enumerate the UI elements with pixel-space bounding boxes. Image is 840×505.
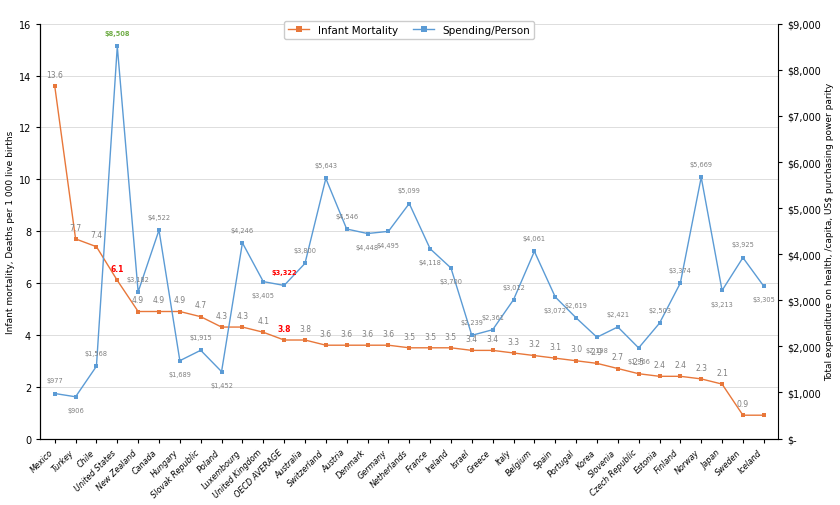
- Text: $3,213: $3,213: [711, 301, 733, 307]
- Text: $977: $977: [46, 378, 63, 384]
- Text: 13.6: 13.6: [46, 71, 63, 80]
- Text: 6.1: 6.1: [111, 265, 124, 274]
- Text: 2.3: 2.3: [696, 363, 707, 372]
- Text: $3,305: $3,305: [753, 297, 775, 303]
- Text: $3,072: $3,072: [543, 308, 567, 314]
- Text: 4.9: 4.9: [174, 295, 186, 305]
- Text: 2.7: 2.7: [612, 352, 624, 362]
- Text: 4.1: 4.1: [257, 316, 270, 325]
- Text: 3.4: 3.4: [465, 334, 478, 343]
- Text: $4,246: $4,246: [231, 227, 254, 233]
- Text: 7.7: 7.7: [70, 223, 81, 232]
- Text: $1,568: $1,568: [85, 350, 108, 357]
- Text: $2,503: $2,503: [648, 308, 671, 314]
- Text: $8,508: $8,508: [104, 31, 130, 37]
- Text: 4.9: 4.9: [153, 295, 165, 305]
- Text: 3.3: 3.3: [507, 337, 520, 346]
- Text: 3.4: 3.4: [486, 334, 499, 343]
- Text: $3,925: $3,925: [732, 242, 754, 248]
- Text: $4,546: $4,546: [335, 214, 358, 220]
- Text: $2,421: $2,421: [606, 311, 629, 317]
- Text: 3.6: 3.6: [341, 329, 353, 338]
- Text: 2.5: 2.5: [633, 358, 644, 367]
- Text: 3.1: 3.1: [549, 342, 561, 351]
- Text: $3,182: $3,182: [127, 276, 150, 282]
- Legend: Infant Mortality, Spending/Person: Infant Mortality, Spending/Person: [284, 22, 534, 40]
- Y-axis label: Infant mortality, Deaths per 1 000 live births: Infant mortality, Deaths per 1 000 live …: [6, 130, 14, 333]
- Text: $4,118: $4,118: [418, 260, 442, 265]
- Text: 7.4: 7.4: [91, 231, 102, 240]
- Text: $5,669: $5,669: [690, 162, 712, 168]
- Text: 3.0: 3.0: [570, 345, 582, 354]
- Text: 3.8: 3.8: [299, 324, 311, 333]
- Text: 3.5: 3.5: [403, 332, 415, 341]
- Text: $2,239: $2,239: [460, 320, 483, 326]
- Text: 3.6: 3.6: [320, 329, 332, 338]
- Text: $2,619: $2,619: [564, 302, 587, 308]
- Text: $5,099: $5,099: [398, 188, 421, 194]
- Text: $2,361: $2,361: [481, 314, 504, 320]
- Text: $5,643: $5,643: [314, 163, 338, 169]
- Text: $1,966: $1,966: [627, 359, 650, 364]
- Text: $3,012: $3,012: [502, 284, 525, 290]
- Text: $2,198: $2,198: [585, 347, 608, 354]
- Text: 0.9: 0.9: [737, 399, 749, 408]
- Text: $3,405: $3,405: [252, 292, 275, 298]
- Text: $3,322: $3,322: [271, 270, 297, 276]
- Text: 3.5: 3.5: [424, 332, 436, 341]
- Text: 4.3: 4.3: [216, 311, 228, 320]
- Text: $1,915: $1,915: [189, 334, 212, 340]
- Text: 3.2: 3.2: [528, 340, 540, 348]
- Text: $4,495: $4,495: [377, 242, 400, 248]
- Text: $3,374: $3,374: [669, 267, 692, 273]
- Text: $1,452: $1,452: [210, 382, 233, 388]
- Text: 2.4: 2.4: [675, 361, 686, 369]
- Text: $3,800: $3,800: [293, 248, 317, 254]
- Text: 4.9: 4.9: [132, 295, 144, 305]
- Text: 3.5: 3.5: [445, 332, 457, 341]
- Text: 2.9: 2.9: [591, 347, 603, 357]
- Y-axis label: Total expenditure on health, /capita, US$ purchasing power parity: Total expenditure on health, /capita, US…: [826, 83, 834, 380]
- Text: 3.8: 3.8: [277, 324, 291, 333]
- Text: 4.3: 4.3: [236, 311, 249, 320]
- Text: 2.1: 2.1: [717, 368, 728, 377]
- Text: 4.7: 4.7: [195, 301, 207, 310]
- Text: $3,700: $3,700: [439, 279, 463, 285]
- Text: $4,448: $4,448: [356, 244, 379, 250]
- Text: 2.4: 2.4: [654, 361, 665, 369]
- Text: $4,522: $4,522: [148, 215, 171, 221]
- Text: $1,689: $1,689: [168, 371, 192, 377]
- Text: 3.6: 3.6: [361, 329, 374, 338]
- Text: $4,061: $4,061: [522, 236, 546, 242]
- Text: $906: $906: [67, 407, 84, 413]
- Text: 3.6: 3.6: [382, 329, 395, 338]
